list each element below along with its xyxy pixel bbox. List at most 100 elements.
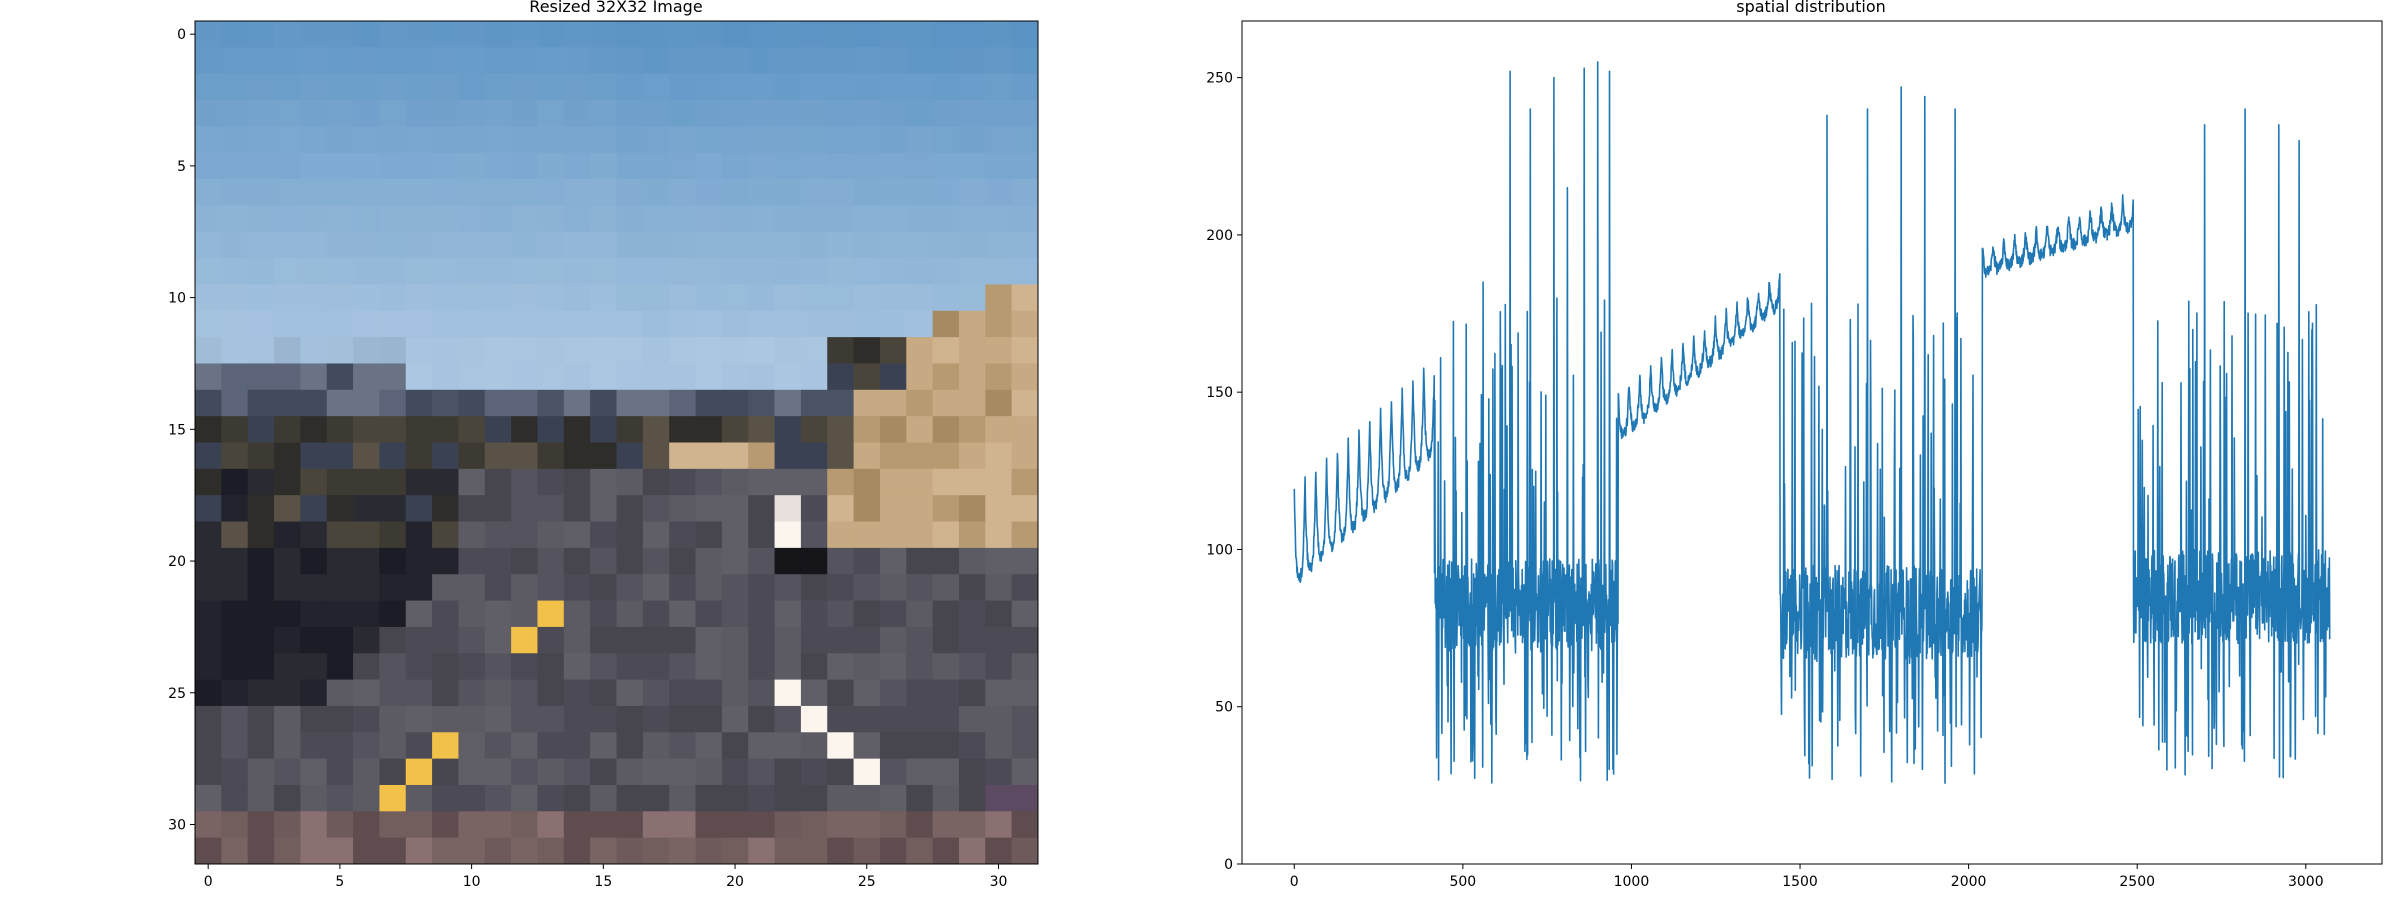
heatmap-cell	[932, 574, 960, 601]
heatmap-cell	[958, 600, 986, 628]
heatmap-cell	[774, 310, 802, 338]
heatmap-cell	[537, 574, 565, 601]
heatmap-cell	[958, 100, 986, 127]
heatmap-cell	[590, 626, 617, 654]
heatmap-cell	[563, 837, 591, 865]
heatmap-cell	[405, 442, 433, 470]
heatmap-cell	[774, 231, 802, 259]
heatmap-cell	[195, 732, 222, 760]
heatmap-cell	[985, 705, 1013, 733]
heatmap-cell	[853, 73, 881, 101]
heatmap-cell	[379, 310, 407, 338]
heatmap-cell	[879, 126, 907, 154]
y-tick-label: 30	[168, 817, 186, 833]
heatmap-cell	[326, 705, 354, 733]
heatmap-cell	[642, 574, 670, 601]
heatmap-cell	[379, 389, 407, 417]
heatmap-cell	[1011, 205, 1039, 233]
heatmap-cell	[721, 231, 749, 259]
heatmap-cell	[932, 521, 960, 549]
heatmap-cell	[958, 21, 986, 48]
heatmap-cell	[590, 179, 617, 206]
heatmap-cell	[800, 732, 828, 760]
heatmap-cell	[458, 837, 486, 865]
heatmap-cell	[590, 363, 617, 391]
heatmap-cell	[879, 784, 907, 812]
heatmap-cell	[590, 574, 617, 601]
heatmap-cell	[432, 837, 459, 865]
heatmap-cell	[353, 337, 380, 364]
heatmap-cell	[379, 837, 407, 865]
heatmap-cell	[1011, 21, 1039, 48]
heatmap-cell	[721, 389, 749, 417]
heatmap-cell	[985, 100, 1013, 127]
heatmap-cell	[300, 179, 328, 206]
image-y-ticks: 0 5 10 15 20 25 30	[168, 27, 195, 833]
heatmap-cell	[721, 258, 749, 285]
heatmap-cell	[721, 574, 749, 601]
heatmap-cell	[563, 258, 591, 285]
heatmap-cell	[748, 21, 775, 48]
heatmap-cell	[748, 73, 775, 101]
heatmap-cell	[432, 600, 459, 628]
heatmap-cells	[195, 21, 1039, 865]
heatmap-cell	[695, 468, 723, 496]
heatmap-cell	[195, 126, 222, 154]
heatmap-cell	[800, 679, 828, 707]
heatmap-cell	[1011, 231, 1039, 259]
heatmap-cell	[563, 179, 591, 206]
heatmap-cell	[1011, 574, 1039, 601]
heatmap-cell	[300, 73, 328, 101]
heatmap-cell	[827, 416, 854, 443]
heatmap-cell	[195, 653, 222, 680]
heatmap-cell	[642, 521, 670, 549]
heatmap-cell	[221, 837, 249, 865]
heatmap-cell	[642, 679, 670, 707]
heatmap-cell	[300, 416, 328, 443]
heatmap-cell	[906, 284, 934, 312]
heatmap-cell	[247, 442, 275, 470]
heatmap-cell	[563, 73, 591, 101]
heatmap-cell	[274, 468, 301, 496]
heatmap-cell	[432, 258, 459, 285]
heatmap-cell	[774, 205, 802, 233]
heatmap-cell	[537, 179, 565, 206]
heatmap-cell	[326, 442, 354, 470]
heatmap-cell	[958, 310, 986, 338]
heatmap-cell	[563, 389, 591, 417]
series-line	[1293, 61, 2331, 784]
heatmap-cell	[353, 784, 380, 812]
heatmap-cell	[879, 152, 907, 180]
heatmap-cell	[721, 179, 749, 206]
heatmap-cell	[906, 626, 934, 654]
heatmap-cell	[906, 837, 934, 865]
heatmap-cell	[300, 21, 328, 48]
heatmap-cell	[537, 547, 565, 575]
heatmap-cell	[432, 705, 459, 733]
heatmap-cell	[195, 310, 222, 338]
heatmap-cell	[484, 837, 512, 865]
heatmap-cell	[484, 310, 512, 338]
heatmap-cell	[748, 600, 775, 628]
heatmap-cell	[800, 152, 828, 180]
heatmap-cell	[326, 205, 354, 233]
heatmap-cell	[1011, 811, 1039, 839]
heatmap-cell	[274, 179, 301, 206]
heatmap-cell	[616, 310, 644, 338]
heatmap-cell	[774, 258, 802, 285]
heatmap-cell	[326, 758, 354, 786]
heatmap-cell	[853, 205, 881, 233]
heatmap-cell	[274, 679, 301, 707]
heatmap-cell	[563, 284, 591, 312]
heatmap-cell	[458, 547, 486, 575]
heatmap-cell	[906, 574, 934, 601]
heatmap-cell	[379, 574, 407, 601]
heatmap-cell	[458, 205, 486, 233]
heatmap-cell	[511, 205, 538, 233]
heatmap-cell	[932, 600, 960, 628]
heatmap-cell	[458, 521, 486, 549]
heatmap-cell	[932, 231, 960, 259]
heatmap-cell	[590, 73, 617, 101]
heatmap-cell	[879, 705, 907, 733]
heatmap-cell	[932, 310, 960, 338]
